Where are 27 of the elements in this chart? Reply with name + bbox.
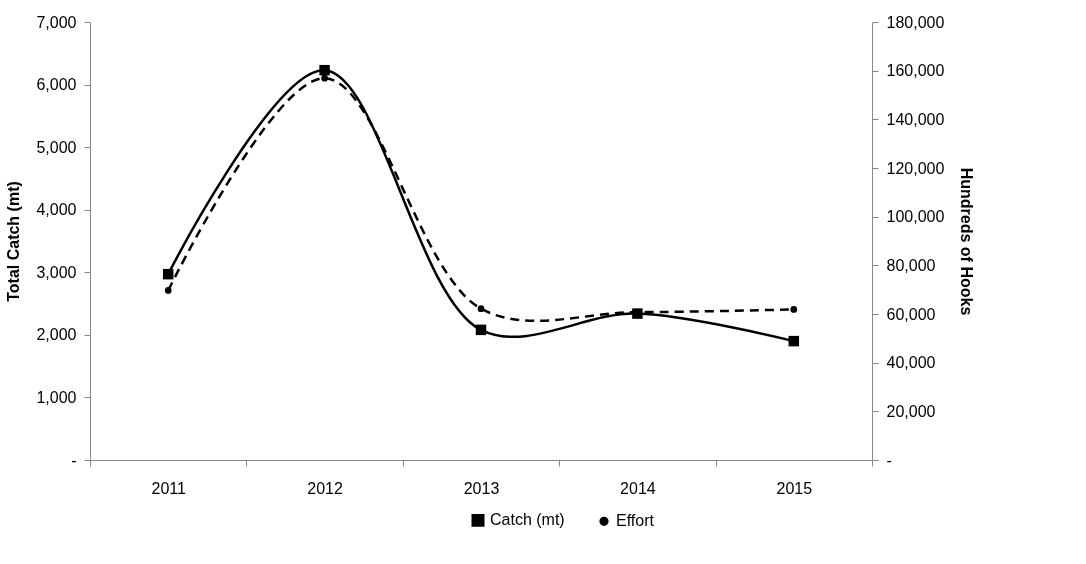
y2-tick-label: 140,000	[886, 110, 945, 128]
y-axis-title: Total Catch (mt)	[5, 181, 23, 302]
y2-axis-title: Hundreds of Hooks	[958, 167, 976, 316]
y-tick-label: 6,000	[36, 76, 77, 94]
y-tick-label: 3,000	[36, 263, 77, 281]
y2-tick-label: 100,000	[886, 208, 945, 226]
x-tick-label: 2014	[620, 479, 656, 497]
y2-tick-label: 120,000	[886, 159, 945, 177]
y2-tick-label: 180,000	[886, 13, 945, 31]
x-tick-label: 2012	[307, 479, 343, 497]
legend-label: Effort	[616, 512, 655, 530]
y-tick-label: 7,000	[36, 13, 77, 31]
y-tick-label: -	[71, 451, 77, 469]
y2-tick-label: 80,000	[886, 256, 936, 274]
legend-label: Catch (mt)	[490, 511, 565, 529]
y-tick-label: 4,000	[36, 201, 77, 219]
y2-tick-label: 160,000	[886, 62, 945, 80]
y-tick-label: 5,000	[36, 138, 77, 156]
x-tick-label: 2013	[463, 479, 500, 497]
y2-tick-label: 60,000	[886, 305, 936, 323]
y2-tick-label: 40,000	[886, 354, 936, 372]
x-tick-label: 2011	[151, 479, 186, 497]
y2-tick-label: -	[886, 451, 892, 469]
y-tick-label: 1,000	[36, 388, 77, 406]
y2-tick-label: 20,000	[886, 402, 936, 420]
y-tick-label: 2,000	[36, 326, 77, 344]
x-tick-label: 2015	[776, 479, 813, 497]
